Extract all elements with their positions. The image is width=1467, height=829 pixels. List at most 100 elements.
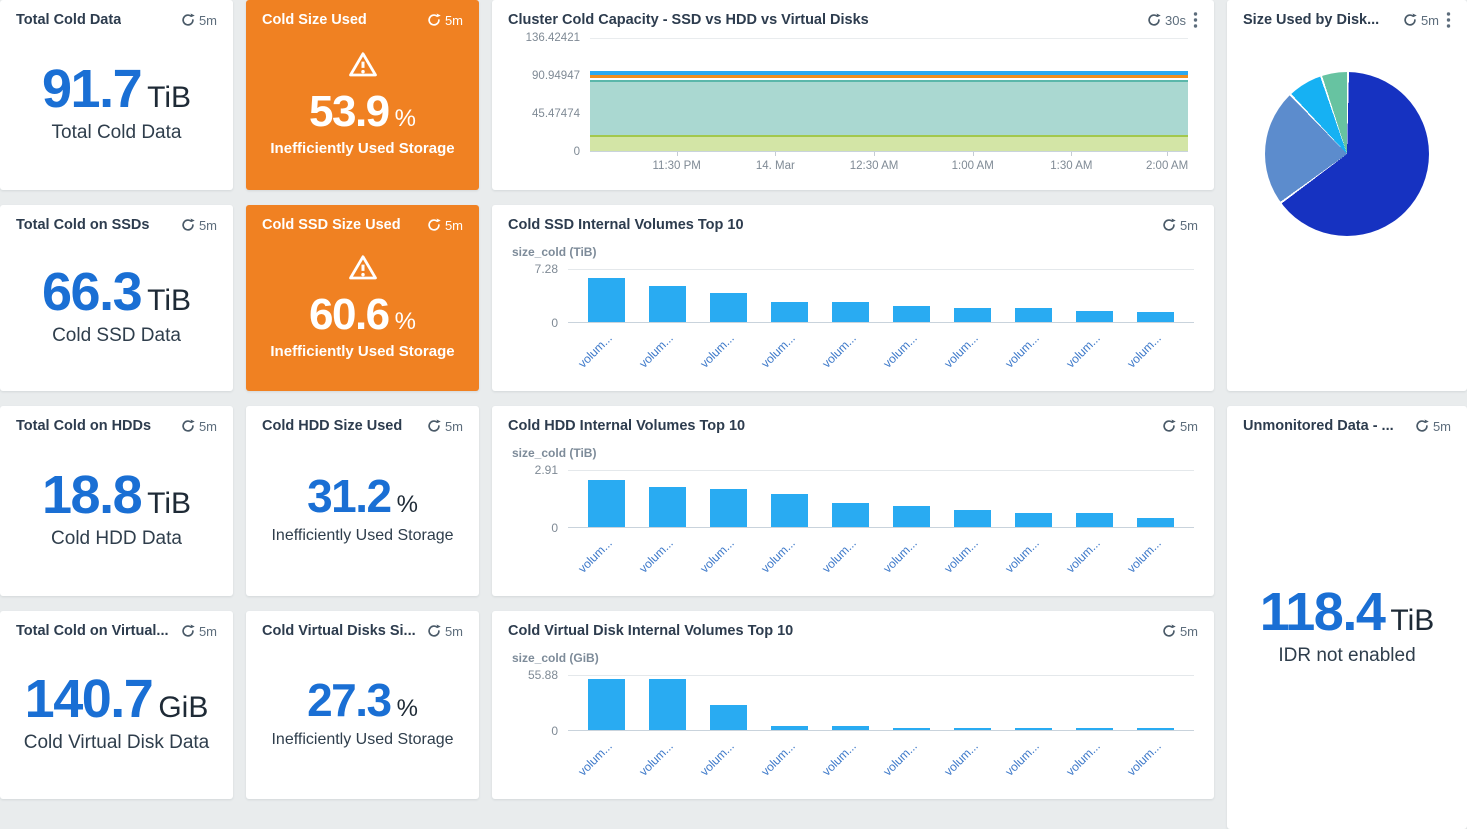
bar-x-label[interactable]: volum... (942, 331, 982, 371)
refresh-control[interactable]: 5m (181, 218, 217, 233)
x-label-cell: volum... (942, 323, 1003, 379)
metric-label: Cold Virtual Disk Data (24, 732, 210, 754)
bar[interactable] (893, 728, 930, 730)
bar[interactable] (588, 278, 625, 322)
bar-x-label[interactable]: volum... (881, 739, 921, 779)
bar-x-label[interactable]: volum... (1064, 536, 1104, 576)
bar[interactable] (1076, 728, 1113, 730)
bar-column (1003, 471, 1064, 527)
bar-x-label[interactable]: volum... (637, 536, 677, 576)
bar-x-label[interactable]: volum... (1003, 739, 1043, 779)
bar[interactable] (954, 510, 991, 527)
bar-x-label[interactable]: volum... (820, 739, 860, 779)
bar[interactable] (1137, 518, 1174, 527)
refresh-control[interactable]: 5m (1415, 419, 1451, 434)
metric-unit: % (397, 695, 418, 723)
bar[interactable] (771, 726, 808, 730)
x-label-cell: volum... (942, 528, 1003, 584)
bar-x-label[interactable]: volum... (698, 739, 738, 779)
y-axis-title: size_cold (GiB) (512, 651, 1198, 665)
bar[interactable] (649, 679, 686, 730)
refresh-control[interactable]: 5m (1403, 13, 1439, 28)
bar-x-label[interactable]: volum... (637, 331, 677, 371)
bar[interactable] (1015, 513, 1052, 527)
bar[interactable] (710, 489, 747, 527)
bar[interactable] (832, 302, 869, 322)
bar[interactable] (1137, 312, 1174, 322)
bar-x-label[interactable]: volum... (1003, 536, 1043, 576)
bar-x-label[interactable]: volum... (698, 536, 738, 576)
refresh-control[interactable]: 5m (427, 13, 463, 28)
bar[interactable] (893, 306, 930, 322)
bar-column (820, 270, 881, 322)
card-title: Total Cold on SSDs (16, 217, 149, 233)
kebab-menu-icon[interactable] (1446, 12, 1451, 28)
bar-x-label[interactable]: volum... (1125, 739, 1165, 779)
bar[interactable] (588, 480, 625, 527)
kebab-menu-icon[interactable] (1193, 12, 1198, 28)
y-axis-ticks: 2.910 (508, 470, 568, 528)
bar-x-label[interactable]: volum... (1125, 536, 1165, 576)
refresh-control[interactable]: 30s (1147, 13, 1186, 28)
bar-x-label[interactable]: volum... (1064, 739, 1104, 779)
refresh-control[interactable]: 5m (181, 13, 217, 28)
refresh-interval: 30s (1165, 13, 1186, 28)
bar-column (698, 676, 759, 730)
card-size-used-by-disk: Size Used by Disk... 5m (1227, 0, 1467, 391)
refresh-control[interactable]: 5m (427, 218, 463, 233)
bar[interactable] (649, 487, 686, 527)
bar-x-label[interactable]: volum... (820, 331, 860, 371)
refresh-control[interactable]: 5m (1162, 218, 1198, 233)
bar-x-label[interactable]: volum... (1003, 331, 1043, 371)
bar-x-label[interactable]: volum... (759, 739, 799, 779)
bar[interactable] (771, 302, 808, 322)
card-cold-ssd-volumes-top10: Cold SSD Internal Volumes Top 10 5m size… (492, 205, 1214, 391)
bar-x-label[interactable]: volum... (576, 331, 616, 371)
bar-column (637, 676, 698, 730)
bar-x-label[interactable]: volum... (942, 739, 982, 779)
y-axis-ticks: 55.880 (508, 675, 568, 731)
refresh-icon (427, 419, 441, 433)
bar-x-label[interactable]: volum... (759, 331, 799, 371)
metric-value: 60.6 (309, 293, 389, 337)
bar[interactable] (1076, 311, 1113, 322)
bar-x-label[interactable]: volum... (576, 536, 616, 576)
refresh-control[interactable]: 5m (181, 624, 217, 639)
bar[interactable] (710, 705, 747, 731)
x-label-cell: volum... (759, 731, 820, 787)
area-chart[interactable]: 136.4242190.9494745.474740 11:30 PM14. M… (508, 38, 1198, 178)
bar[interactable] (954, 728, 991, 730)
bar-x-label[interactable]: volum... (759, 536, 799, 576)
bar[interactable] (832, 503, 869, 527)
bar[interactable] (588, 679, 625, 730)
bar[interactable] (1137, 728, 1174, 730)
pie-chart[interactable] (1265, 72, 1429, 236)
bar-x-label[interactable]: volum... (881, 536, 921, 576)
bar[interactable] (832, 726, 869, 730)
x-tick-label: 1:30 AM (1050, 160, 1092, 172)
bar-x-label[interactable]: volum... (1064, 331, 1104, 371)
bar[interactable] (649, 286, 686, 322)
bar[interactable] (1076, 513, 1113, 527)
bar-x-label[interactable]: volum... (576, 739, 616, 779)
bar[interactable] (771, 494, 808, 527)
bar[interactable] (710, 293, 747, 322)
refresh-control[interactable]: 5m (181, 419, 217, 434)
bar-column (1125, 676, 1186, 730)
bar[interactable] (1015, 308, 1052, 322)
metric-label: Total Cold Data (52, 122, 182, 144)
bar-x-label[interactable]: volum... (820, 536, 860, 576)
refresh-control[interactable]: 5m (1162, 419, 1198, 434)
bar-x-label[interactable]: volum... (942, 536, 982, 576)
refresh-interval: 5m (199, 13, 217, 28)
refresh-control[interactable]: 5m (1162, 624, 1198, 639)
bar-x-label[interactable]: volum... (881, 331, 921, 371)
bar[interactable] (893, 506, 930, 527)
bar-x-label[interactable]: volum... (698, 331, 738, 371)
refresh-control[interactable]: 5m (427, 624, 463, 639)
bar[interactable] (1015, 728, 1052, 730)
refresh-control[interactable]: 5m (427, 419, 463, 434)
bar-x-label[interactable]: volum... (1125, 331, 1165, 371)
bar[interactable] (954, 308, 991, 322)
bar-x-label[interactable]: volum... (637, 739, 677, 779)
